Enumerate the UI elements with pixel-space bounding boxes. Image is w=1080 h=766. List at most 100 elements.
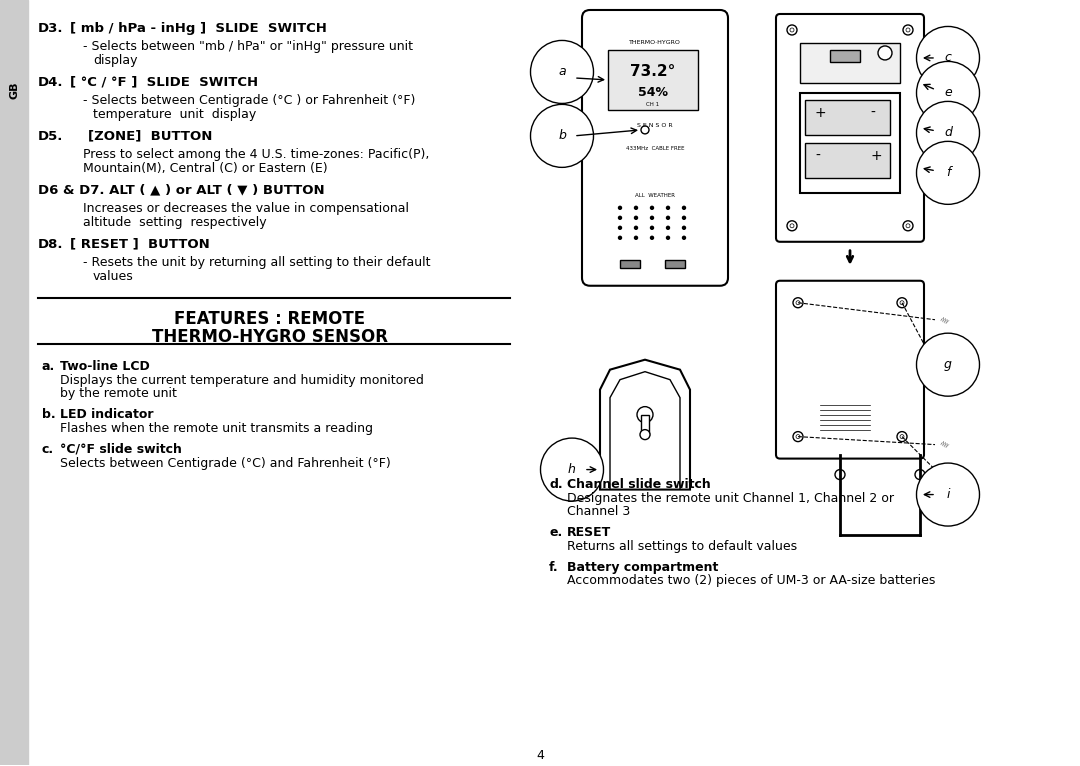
Circle shape bbox=[635, 226, 637, 229]
Bar bbox=[665, 260, 685, 268]
FancyBboxPatch shape bbox=[777, 281, 924, 459]
Text: 73.2°: 73.2° bbox=[631, 64, 676, 79]
Circle shape bbox=[796, 434, 800, 439]
Text: +: + bbox=[870, 149, 881, 163]
Circle shape bbox=[897, 431, 907, 442]
Text: D8.: D8. bbox=[38, 237, 64, 250]
Bar bbox=[608, 50, 698, 110]
Circle shape bbox=[878, 46, 892, 60]
Circle shape bbox=[793, 298, 804, 308]
Circle shape bbox=[666, 236, 670, 239]
Text: [ °C / °F ]  SLIDE  SWITCH: [ °C / °F ] SLIDE SWITCH bbox=[70, 76, 258, 89]
Text: 433MHz  CABLE FREE: 433MHz CABLE FREE bbox=[625, 146, 685, 151]
Text: °C/°F slide switch: °C/°F slide switch bbox=[60, 443, 181, 456]
Text: values: values bbox=[93, 270, 134, 283]
Circle shape bbox=[619, 216, 621, 219]
Text: by the remote unit: by the remote unit bbox=[60, 387, 177, 400]
Text: display: display bbox=[93, 54, 137, 67]
Circle shape bbox=[635, 216, 637, 219]
Text: Battery compartment: Battery compartment bbox=[567, 561, 718, 574]
Text: THERMO·HYGRO: THERMO·HYGRO bbox=[629, 40, 680, 45]
Circle shape bbox=[789, 28, 794, 32]
Text: d: d bbox=[944, 126, 951, 139]
Circle shape bbox=[683, 206, 686, 209]
Text: f: f bbox=[946, 166, 950, 179]
Circle shape bbox=[793, 431, 804, 442]
Bar bbox=[620, 260, 640, 268]
FancyBboxPatch shape bbox=[582, 10, 728, 286]
Circle shape bbox=[789, 224, 794, 228]
Text: ////: //// bbox=[940, 466, 949, 473]
Text: ////: //// bbox=[940, 316, 949, 324]
Text: Channel slide switch: Channel slide switch bbox=[567, 477, 711, 490]
Text: ////: //// bbox=[940, 361, 949, 368]
Text: D5.: D5. bbox=[38, 130, 64, 143]
Text: c: c bbox=[945, 51, 951, 64]
Text: [ RESET ]  BUTTON: [ RESET ] BUTTON bbox=[70, 237, 210, 250]
Text: LED indicator: LED indicator bbox=[60, 408, 153, 421]
Text: i: i bbox=[946, 488, 949, 501]
Text: -: - bbox=[815, 149, 820, 163]
Circle shape bbox=[897, 298, 907, 308]
Text: b.: b. bbox=[42, 408, 56, 421]
Text: Increases or decreases the value in compensational: Increases or decreases the value in comp… bbox=[83, 201, 409, 214]
Text: a.: a. bbox=[42, 360, 55, 373]
Text: S E N S O R: S E N S O R bbox=[637, 123, 673, 128]
Bar bbox=[831, 50, 860, 62]
Bar bbox=[805, 143, 890, 178]
Circle shape bbox=[650, 236, 653, 239]
Circle shape bbox=[900, 434, 904, 439]
Bar bbox=[800, 43, 900, 83]
Circle shape bbox=[619, 226, 621, 229]
Circle shape bbox=[906, 224, 910, 228]
Circle shape bbox=[906, 28, 910, 32]
Text: FEATURES : REMOTE: FEATURES : REMOTE bbox=[175, 309, 365, 328]
Text: b: b bbox=[558, 129, 566, 142]
Text: ////: //// bbox=[940, 440, 949, 449]
Circle shape bbox=[619, 236, 621, 239]
Circle shape bbox=[637, 407, 653, 423]
Text: f.: f. bbox=[549, 561, 558, 574]
Text: - Selects between "mb / hPa" or "inHg" pressure unit: - Selects between "mb / hPa" or "inHg" p… bbox=[83, 40, 413, 53]
Circle shape bbox=[650, 216, 653, 219]
Circle shape bbox=[666, 226, 670, 229]
Circle shape bbox=[796, 301, 800, 305]
Circle shape bbox=[635, 206, 637, 209]
Circle shape bbox=[835, 470, 845, 480]
Text: Press to select among the 4 U.S. time-zones: Pacific(P),: Press to select among the 4 U.S. time-zo… bbox=[83, 148, 430, 161]
Text: Displays the current temperature and humidity monitored: Displays the current temperature and hum… bbox=[60, 374, 423, 387]
Text: CH 1: CH 1 bbox=[647, 102, 660, 107]
Circle shape bbox=[666, 216, 670, 219]
Text: D6 & D7. ALT ( ▲ ) or ALT ( ▼ ) BUTTON: D6 & D7. ALT ( ▲ ) or ALT ( ▼ ) BUTTON bbox=[38, 184, 325, 197]
Text: +: + bbox=[815, 106, 826, 120]
Circle shape bbox=[903, 25, 913, 35]
Bar bbox=[642, 414, 649, 434]
Text: d.: d. bbox=[549, 477, 563, 490]
Text: D4.: D4. bbox=[38, 76, 64, 89]
Text: altitude  setting  respectively: altitude setting respectively bbox=[83, 216, 267, 229]
Text: 4: 4 bbox=[536, 749, 544, 762]
Text: Mountain(M), Central (C) or Eastern (E): Mountain(M), Central (C) or Eastern (E) bbox=[83, 162, 327, 175]
Text: h: h bbox=[568, 463, 576, 476]
Circle shape bbox=[650, 226, 653, 229]
Text: - Resets the unit by returning all setting to their default: - Resets the unit by returning all setti… bbox=[83, 256, 431, 269]
Circle shape bbox=[619, 206, 621, 209]
Circle shape bbox=[683, 236, 686, 239]
Text: 54%: 54% bbox=[638, 86, 669, 99]
Text: Accommodates two (2) pieces of UM-3 or AA-size batteries: Accommodates two (2) pieces of UM-3 or A… bbox=[567, 574, 935, 588]
Circle shape bbox=[787, 25, 797, 35]
Circle shape bbox=[915, 470, 924, 480]
Text: THERMO-HYGRO SENSOR: THERMO-HYGRO SENSOR bbox=[152, 328, 388, 345]
Text: - Selects between Centigrade (°C ) or Fahrenheit (°F): - Selects between Centigrade (°C ) or Fa… bbox=[83, 94, 416, 107]
Text: a: a bbox=[558, 65, 566, 78]
Text: c.: c. bbox=[42, 443, 54, 456]
Text: e: e bbox=[944, 87, 951, 100]
Circle shape bbox=[683, 216, 686, 219]
Text: RESET: RESET bbox=[567, 525, 611, 538]
PathPatch shape bbox=[600, 360, 690, 489]
Text: [ mb / hPa - inHg ]  SLIDE  SWITCH: [ mb / hPa - inHg ] SLIDE SWITCH bbox=[70, 22, 327, 35]
Circle shape bbox=[900, 301, 904, 305]
Text: GB: GB bbox=[9, 81, 19, 99]
Circle shape bbox=[640, 430, 650, 440]
Circle shape bbox=[903, 221, 913, 231]
